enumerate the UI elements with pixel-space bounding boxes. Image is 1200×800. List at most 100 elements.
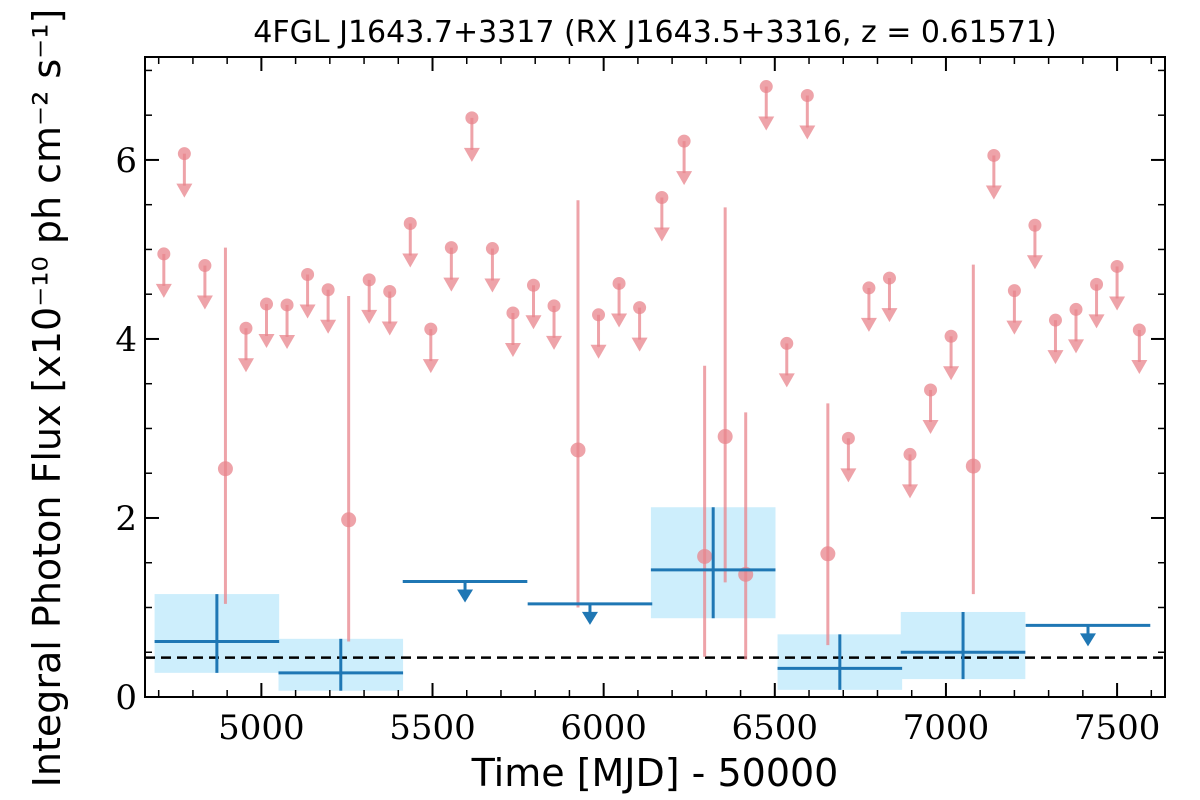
short-bin-upper-limit-point bbox=[1048, 313, 1062, 327]
short-bin-point bbox=[217, 461, 233, 477]
short-bin-upper-limit-point bbox=[1007, 284, 1021, 298]
short-bin-upper-limit-point bbox=[677, 134, 691, 148]
short-bin-upper-limit-arrow bbox=[1088, 314, 1105, 329]
short-bin-upper-limit-point bbox=[924, 383, 938, 397]
x-tick-label: 7000 bbox=[903, 708, 990, 748]
short-bin-upper-limit-point bbox=[301, 268, 315, 282]
short-bin-upper-limit-arrow bbox=[258, 334, 275, 349]
short-bin-upper-limit-arrow bbox=[922, 419, 939, 434]
short-bin-point bbox=[570, 442, 586, 458]
short-bin-point bbox=[820, 546, 836, 562]
short-bin-upper-limit-point bbox=[612, 276, 626, 290]
short-bin-upper-limit-point bbox=[1069, 302, 1083, 316]
short-bin-upper-limit-arrow bbox=[525, 315, 542, 330]
short-bin-upper-limit-arrow bbox=[381, 321, 398, 336]
short-bin-upper-limit-arrow bbox=[985, 185, 1002, 200]
short-bin-upper-limit-arrow bbox=[676, 171, 693, 186]
short-bin-upper-limit-arrow bbox=[902, 484, 918, 499]
short-bin-upper-limit-point bbox=[177, 147, 191, 161]
short-bin-upper-limit-arrow bbox=[799, 125, 816, 140]
short-bin-upper-limit-arrow bbox=[1068, 339, 1085, 354]
short-bin-upper-limit-point bbox=[800, 88, 814, 102]
short-bin-upper-limit-arrow bbox=[1026, 255, 1043, 270]
short-bin-upper-limit-point bbox=[1132, 323, 1146, 337]
short-bin-upper-limit-arrow bbox=[758, 116, 775, 131]
short-bin-upper-limit-arrow bbox=[196, 295, 213, 310]
short-bin-upper-limit-arrow bbox=[943, 366, 960, 381]
short-bin-point bbox=[717, 429, 733, 445]
short-bin-upper-limit-arrow bbox=[155, 283, 172, 298]
y-tick-label: 0 bbox=[115, 678, 137, 718]
short-bin-upper-limit-arrow bbox=[299, 304, 316, 319]
short-bin-upper-limit-arrow bbox=[1047, 350, 1064, 365]
chart-title: 4FGL J1643.7+3317 (RX J1643.5+3316, z = … bbox=[253, 15, 1056, 50]
short-bin-upper-limit-point bbox=[526, 278, 540, 292]
short-bin-upper-limit-arrow bbox=[504, 343, 521, 357]
short-bin-upper-limit-point bbox=[882, 271, 896, 285]
x-tick-label: 5500 bbox=[389, 708, 476, 748]
short-bin-upper-limit-arrow bbox=[279, 334, 296, 349]
short-bin-upper-limit-arrow bbox=[631, 337, 648, 352]
short-bin-upper-limit-point bbox=[547, 299, 561, 313]
short-bin-upper-limit-point bbox=[362, 273, 376, 287]
short-bin-upper-limit-arrow bbox=[881, 308, 898, 323]
short-bin-upper-limit-arrow bbox=[778, 373, 795, 388]
short-bin-upper-limit-arrow bbox=[484, 278, 501, 293]
short-bin-upper-limit-point bbox=[592, 308, 606, 322]
x-tick-label: 7500 bbox=[1074, 708, 1161, 748]
short-bin-upper-limit-arrow bbox=[402, 253, 419, 268]
short-bin-upper-limit-arrow bbox=[546, 335, 563, 350]
short-bin-upper-limit-point bbox=[944, 329, 958, 343]
short-bin-upper-limit-point bbox=[633, 301, 647, 315]
short-bin-upper-limit-arrow bbox=[176, 183, 193, 198]
axes: 5000 5500 6000 6500 7000 7500 0 2 4 6 bbox=[115, 56, 1166, 748]
y-tick-label: 2 bbox=[115, 499, 137, 539]
short-bin-upper-limit-point bbox=[239, 321, 253, 335]
short-bin-upper-limit-arrow bbox=[361, 309, 378, 324]
x-tick-label: 6500 bbox=[732, 708, 819, 748]
short-bin-upper-limit-point bbox=[321, 283, 335, 297]
short-bin-upper-limit-point bbox=[1090, 277, 1104, 291]
short-bin-upper-limit-point bbox=[485, 242, 499, 256]
short-bin-upper-limit-point bbox=[260, 297, 274, 311]
short-bin-upper-limit-arrow bbox=[611, 313, 628, 328]
short-bin-upper-limit-point bbox=[1028, 218, 1042, 232]
short-bin-point bbox=[341, 512, 357, 528]
short-bin-upper-limit-point bbox=[444, 241, 458, 255]
short-bin-upper-limit-arrow bbox=[320, 319, 337, 334]
short-bin-upper-limit-arrow bbox=[422, 359, 439, 374]
short-bin-upper-limit-point bbox=[780, 336, 794, 350]
short-bin-upper-limit-point bbox=[655, 191, 669, 205]
axes-frame bbox=[144, 56, 1166, 698]
plot-area bbox=[145, 80, 1165, 691]
short-bin-upper-limit-arrow bbox=[443, 277, 460, 292]
short-bin-upper-limit-arrow bbox=[463, 147, 480, 162]
short-bin-upper-limit-point bbox=[383, 285, 397, 299]
short-bin-upper-limit-point bbox=[157, 247, 171, 261]
short-bin-upper-limit-arrow bbox=[1109, 296, 1126, 311]
x-tick-label: 6000 bbox=[560, 708, 647, 748]
short-bin-upper-limit-arrow bbox=[1006, 320, 1023, 335]
short-bin-upper-limit-point bbox=[1110, 259, 1124, 273]
long-bin-upper-limit-arrow bbox=[457, 589, 474, 603]
short-bin-upper-limit-arrow bbox=[840, 468, 857, 483]
short-bin-upper-limit-arrow bbox=[653, 227, 670, 242]
short-bin-upper-limit-point bbox=[403, 216, 417, 230]
short-bin-upper-limit-point bbox=[759, 80, 773, 94]
short-bin-point bbox=[965, 458, 981, 474]
short-bin-upper-limit-point bbox=[424, 322, 438, 336]
short-bin-upper-limit-point bbox=[198, 259, 212, 273]
short-bin-upper-limit-point bbox=[841, 431, 855, 445]
x-tick-label: 5000 bbox=[218, 708, 305, 748]
long-bin-upper-limit-arrow bbox=[581, 611, 598, 625]
long-bin-upper-limit-arrow bbox=[1079, 633, 1096, 647]
short-bin-upper-limit-point bbox=[465, 111, 479, 125]
short-bin-upper-limit-point bbox=[506, 306, 520, 320]
short-bin-upper-limit-arrow bbox=[237, 358, 254, 373]
short-bin-upper-limit-point bbox=[862, 281, 876, 295]
y-axis-label: Integral Photon Flux [x10⁻¹⁰ ph cm⁻² s⁻¹… bbox=[25, 9, 69, 788]
y-tick-label: 4 bbox=[115, 320, 137, 360]
short-bin-upper-limit-arrow bbox=[1131, 360, 1148, 375]
short-bin-upper-limit-point bbox=[903, 447, 917, 461]
